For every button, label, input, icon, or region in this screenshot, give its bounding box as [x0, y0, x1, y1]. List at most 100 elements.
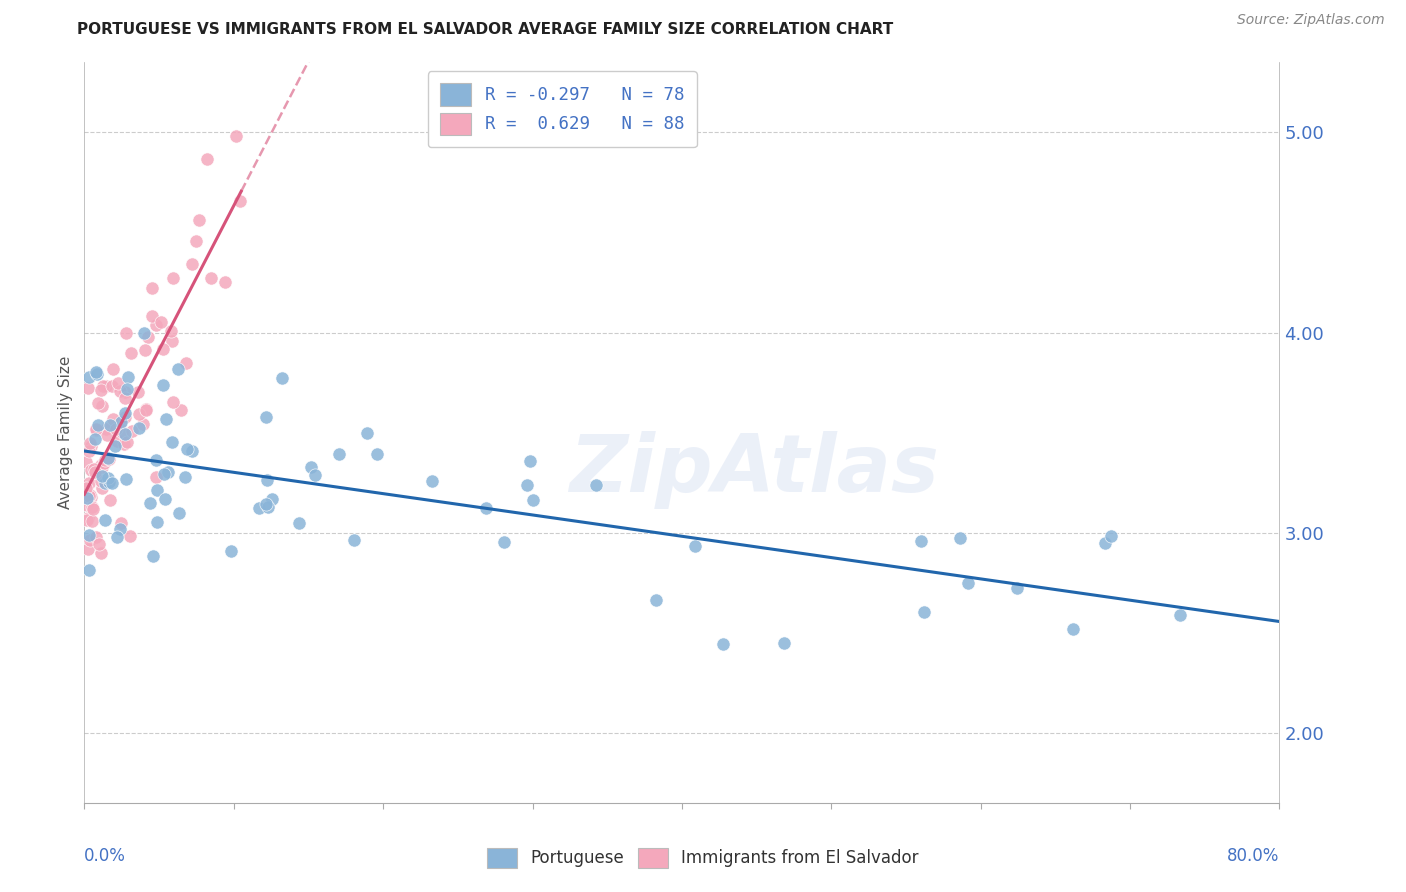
Point: [162, 394, 184, 409]
Point: [103, 361, 125, 376]
Point: [101, 476, 124, 491]
Point: [287, 516, 309, 530]
Point: [97, 451, 120, 466]
Point: [180, 257, 202, 271]
Point: [108, 384, 131, 398]
Point: [910, 534, 932, 549]
Point: [519, 453, 541, 467]
Point: [82, 500, 104, 514]
Point: [711, 637, 734, 651]
Point: [82, 502, 104, 516]
Point: [356, 426, 378, 441]
Point: [77, 444, 100, 458]
Point: [91, 379, 114, 393]
Legend: Portuguese, Immigrants from El Salvador: Portuguese, Immigrants from El Salvador: [481, 841, 925, 875]
Point: [120, 529, 142, 543]
Point: [120, 346, 142, 360]
Point: [91, 469, 114, 483]
Point: [683, 539, 706, 553]
Point: [167, 506, 190, 520]
Point: [111, 425, 134, 440]
Point: [176, 356, 198, 370]
Point: [160, 324, 183, 338]
Point: [94, 475, 117, 490]
Point: [135, 402, 157, 417]
Point: [145, 318, 167, 332]
Point: [83, 462, 105, 476]
Point: [76, 455, 98, 469]
Point: [150, 316, 173, 330]
Point: [114, 426, 136, 441]
Point: [91, 481, 114, 495]
Point: [157, 465, 180, 479]
Point: [75, 481, 97, 495]
Point: [101, 378, 124, 392]
Point: [475, 500, 498, 515]
Point: [256, 500, 278, 514]
Point: [77, 381, 100, 395]
Point: [271, 370, 294, 384]
Point: [76, 513, 98, 527]
Text: ZipAtlas: ZipAtlas: [568, 431, 939, 508]
Point: [87, 417, 110, 432]
Point: [153, 491, 176, 506]
Point: [104, 439, 127, 453]
Point: [134, 343, 156, 358]
Point: [516, 478, 538, 492]
Point: [127, 384, 149, 399]
Point: [152, 377, 174, 392]
Point: [420, 474, 443, 488]
Point: [772, 636, 794, 650]
Point: [197, 152, 219, 166]
Point: [254, 497, 277, 511]
Point: [114, 384, 136, 399]
Point: [79, 489, 101, 503]
Point: [77, 475, 100, 490]
Point: [184, 234, 207, 248]
Point: [96, 471, 118, 485]
Point: [114, 326, 136, 341]
Point: [366, 447, 388, 461]
Point: [98, 475, 121, 489]
Point: [77, 542, 100, 557]
Point: [142, 549, 165, 563]
Point: [200, 271, 222, 285]
Point: [80, 491, 103, 505]
Point: [77, 563, 100, 577]
Point: [1099, 529, 1122, 543]
Point: [77, 528, 100, 542]
Point: [110, 516, 132, 530]
Point: [80, 462, 103, 476]
Point: [90, 383, 112, 397]
Point: [145, 470, 167, 484]
Point: [98, 493, 121, 508]
Point: [141, 281, 163, 295]
Point: [84, 432, 107, 446]
Point: [145, 515, 167, 529]
Point: [262, 491, 284, 506]
Point: [114, 406, 136, 420]
Point: [79, 436, 101, 450]
Point: [1062, 623, 1084, 637]
Point: [77, 369, 100, 384]
Text: PORTUGUESE VS IMMIGRANTS FROM EL SALVADOR AVERAGE FAMILY SIZE CORRELATION CHART: PORTUGUESE VS IMMIGRANTS FROM EL SALVADO…: [77, 22, 894, 37]
Point: [84, 531, 107, 545]
Point: [93, 456, 115, 470]
Point: [96, 422, 118, 436]
Text: 0.0%: 0.0%: [84, 847, 127, 865]
Point: [84, 423, 107, 437]
Point: [135, 403, 157, 417]
Point: [121, 424, 143, 438]
Point: [299, 460, 322, 475]
Point: [76, 491, 98, 506]
Point: [79, 533, 101, 547]
Point: [94, 379, 117, 393]
Point: [343, 533, 366, 548]
Point: [94, 452, 117, 467]
Point: [94, 513, 117, 527]
Point: [87, 395, 110, 409]
Point: [108, 522, 131, 536]
Point: [492, 534, 515, 549]
Point: [132, 417, 155, 431]
Point: [87, 537, 110, 551]
